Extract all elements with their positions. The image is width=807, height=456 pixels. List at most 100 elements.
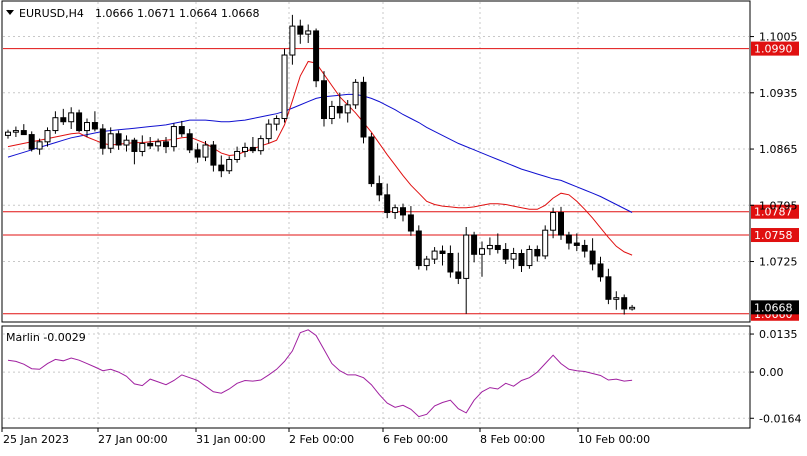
candle — [210, 141, 217, 172]
candle — [289, 14, 296, 65]
candle — [115, 130, 122, 150]
candle-body — [526, 248, 533, 267]
candle-body — [12, 130, 19, 133]
candle — [415, 225, 422, 270]
candle — [123, 135, 130, 152]
candle-body — [60, 117, 67, 123]
candle — [400, 203, 406, 222]
candle-body — [273, 118, 280, 125]
candle-body — [123, 139, 130, 146]
x-tick-label: 25 Jan 2023 — [3, 433, 69, 446]
candle-body — [439, 250, 446, 255]
candle-body — [91, 122, 98, 130]
candle — [257, 135, 264, 155]
y-tick-label: 1.1005 — [759, 31, 798, 44]
candle — [131, 137, 138, 165]
candle — [502, 243, 509, 264]
candle-body — [281, 54, 288, 120]
candle-body — [328, 105, 335, 120]
candle-body — [242, 146, 248, 152]
candle — [597, 256, 604, 282]
candle — [76, 109, 83, 133]
candle — [178, 120, 185, 137]
candle — [170, 123, 177, 152]
candle — [368, 132, 375, 187]
candle-body — [558, 212, 564, 236]
main-pane-frame — [1, 0, 751, 323]
candle-body — [155, 141, 162, 147]
candle — [344, 100, 351, 123]
candle — [439, 245, 446, 266]
candle-body — [400, 207, 406, 216]
candle-body — [321, 80, 327, 120]
level-price-label: 1.0787 — [754, 206, 793, 219]
candle-body — [139, 142, 146, 152]
candle — [431, 247, 438, 264]
candle-body — [170, 126, 177, 148]
candle — [163, 136, 169, 154]
candle-body — [407, 214, 414, 232]
candle — [613, 291, 620, 310]
marlin-oscillator — [7, 329, 633, 418]
candle — [471, 231, 478, 263]
candle — [621, 294, 628, 315]
candle-body — [479, 248, 485, 255]
candle-body — [534, 248, 541, 257]
symbol-menu-triangle-icon[interactable] — [6, 10, 14, 15]
candle — [226, 156, 233, 174]
axes: 25 Jan 2023 27 Jan 00:00 31 Jan 00:00 2 Feb… — [1, 31, 801, 446]
osc-tick-label: 0.00 — [759, 366, 784, 379]
candle-body — [76, 112, 83, 132]
grid-layer — [3, 2, 749, 427]
candle-body — [163, 141, 169, 148]
candle-body — [613, 297, 620, 300]
candle-body — [423, 258, 430, 267]
candle — [12, 126, 19, 137]
candle — [589, 238, 596, 271]
y-tick-label: 1.0865 — [759, 143, 798, 156]
candle-body — [376, 183, 383, 196]
candle-body — [313, 30, 320, 82]
current-price-tag — [751, 300, 799, 315]
candle — [494, 233, 501, 254]
candle-body — [605, 276, 612, 300]
y-tick-label: 1.0795 — [759, 199, 798, 212]
candle-body — [447, 253, 454, 273]
level-price-tag — [751, 204, 799, 219]
candle-body — [336, 105, 343, 114]
candle — [360, 76, 367, 144]
candle-body — [344, 104, 351, 114]
candle-body — [99, 128, 106, 149]
candle-body — [463, 234, 470, 279]
candle — [526, 245, 533, 269]
candle — [5, 129, 11, 139]
candle-body — [202, 144, 209, 158]
candle-body — [581, 244, 588, 252]
candle-body — [210, 144, 217, 166]
candle-body — [384, 194, 391, 214]
candle-body — [194, 149, 201, 158]
candle — [321, 71, 327, 127]
candle-body — [629, 306, 636, 310]
candle-body — [178, 126, 185, 135]
candle-body — [115, 133, 122, 146]
candle-body — [52, 117, 59, 132]
candle — [407, 206, 414, 236]
level-price-tag — [751, 228, 799, 243]
candle — [28, 131, 35, 152]
candle — [376, 175, 383, 202]
candle — [558, 206, 564, 240]
candle — [479, 241, 485, 277]
candle — [218, 155, 225, 178]
candle-body — [573, 242, 580, 246]
candle-body — [352, 81, 359, 106]
candle-body — [84, 122, 90, 132]
candle — [328, 100, 335, 125]
candle-body — [305, 30, 312, 35]
candle-body — [36, 141, 43, 150]
candle — [447, 245, 454, 278]
candle-body — [218, 164, 225, 172]
candle-body — [107, 133, 114, 149]
